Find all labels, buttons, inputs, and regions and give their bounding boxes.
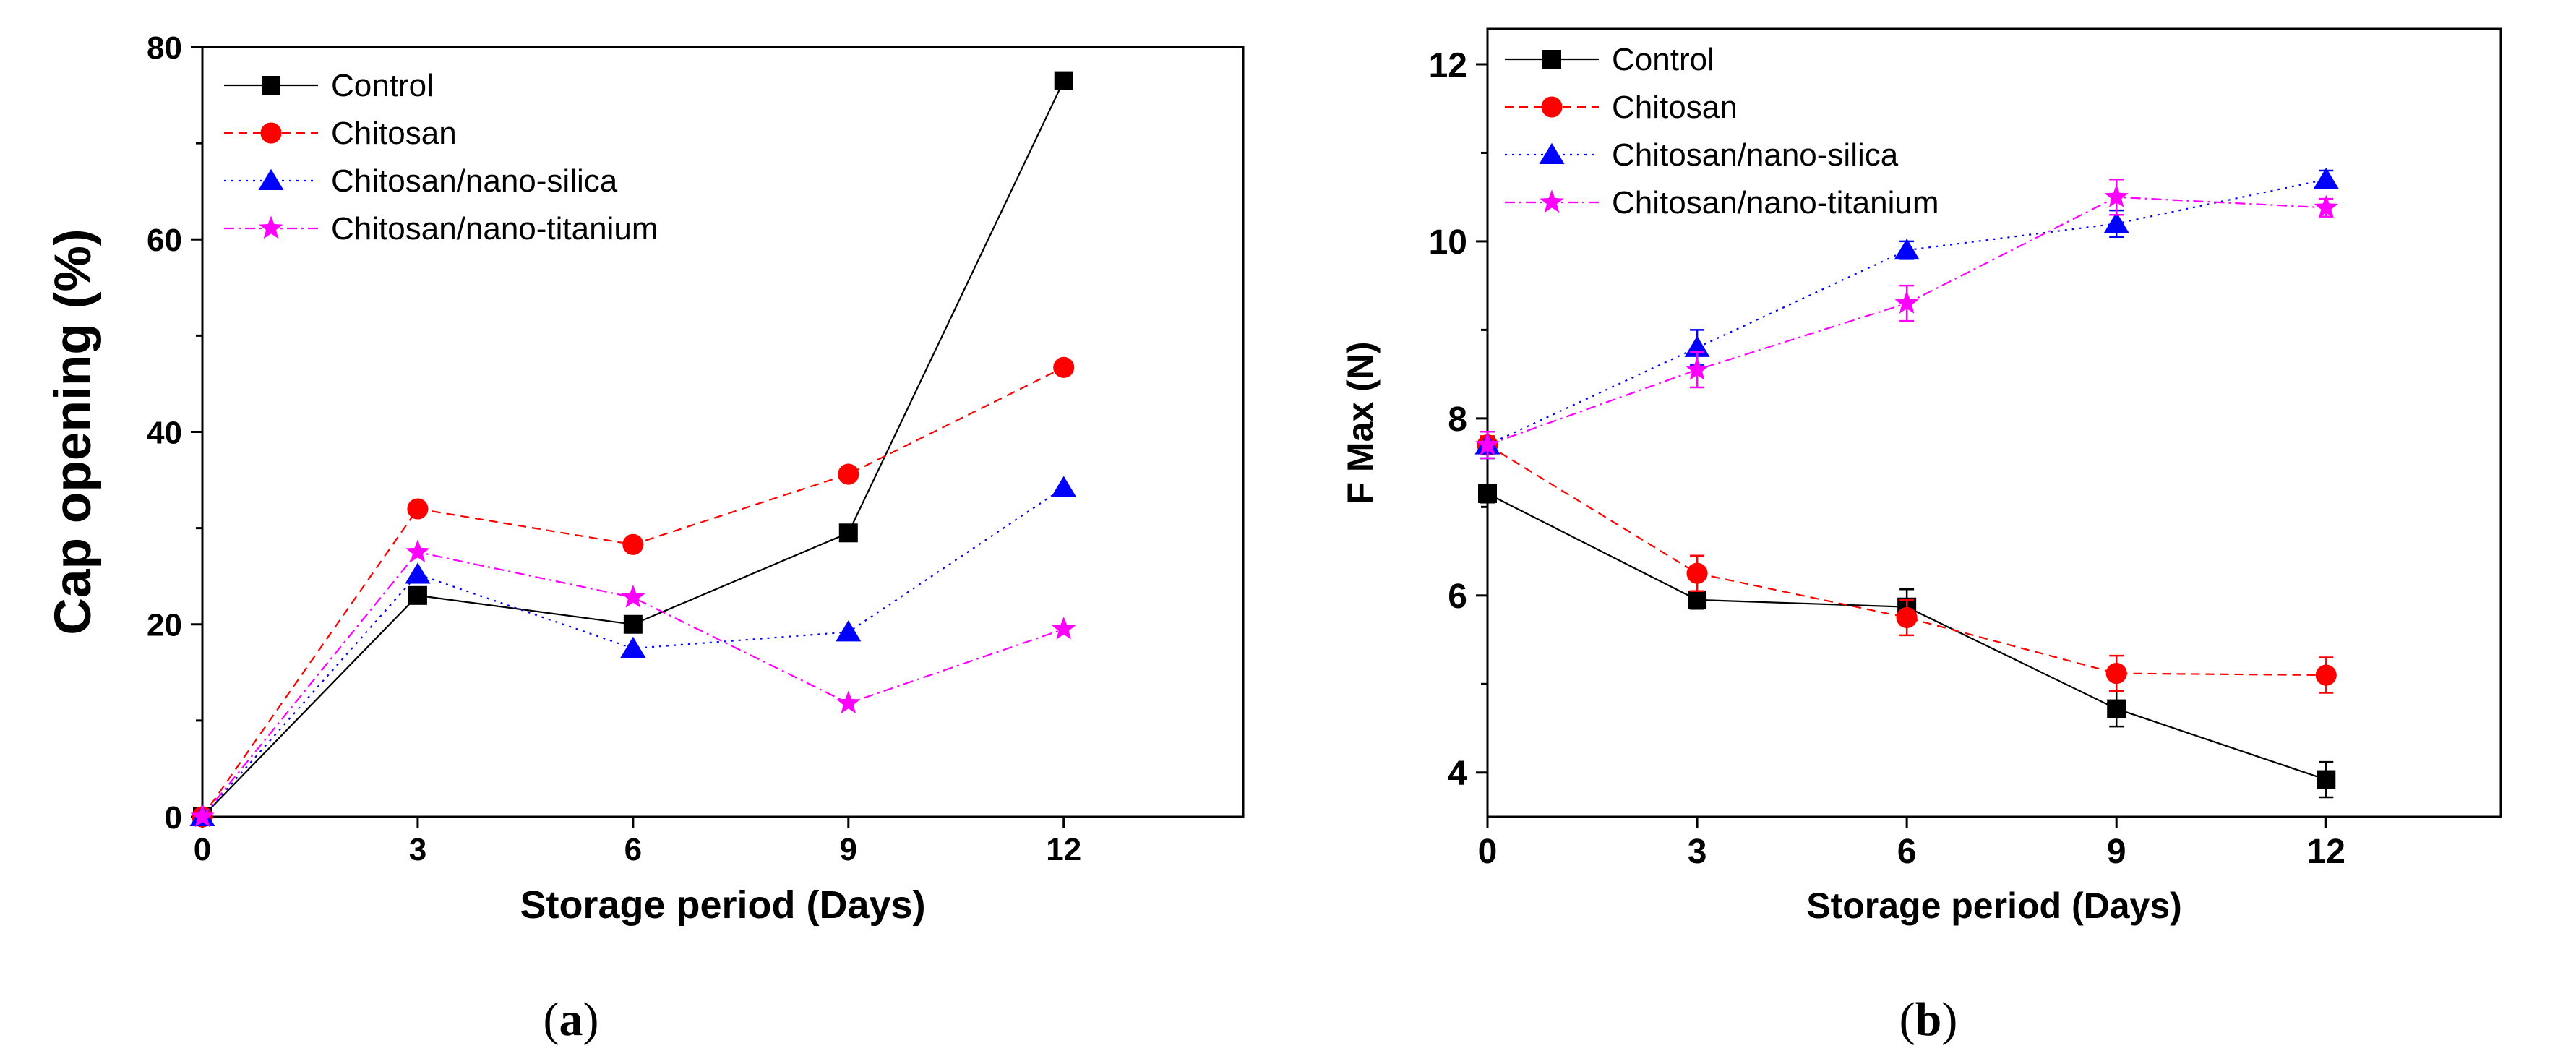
chart1-legend-marker-control: [1542, 50, 1561, 69]
chart1-x-tick-label: 3: [1688, 833, 1707, 871]
chart1-point-chitosan-nano-titanium: [1894, 291, 1919, 314]
chart0-y-tick-label: 20: [147, 608, 182, 643]
chart0-point-chitosan-nano-silica: [1051, 476, 1077, 497]
chart1-plot-frame: [1486, 27, 2502, 818]
chart1-point-chitosan: [2315, 664, 2337, 686]
chart0-point-chitosan-nano-silica: [620, 636, 646, 658]
chart1-point-control: [2107, 699, 2126, 718]
chart1-x-axis-title: Storage period (Days): [1806, 885, 2182, 926]
chart1-point-chitosan-nano-titanium: [1685, 357, 1709, 380]
panel-a-label: (a): [544, 993, 599, 1046]
chart0-point-control: [838, 523, 858, 543]
chart1-x-tick-label: 6: [1897, 833, 1917, 871]
chart1-point-chitosan-nano-silica: [1894, 238, 1920, 260]
chart0-legend-marker-chitosan-nano-titanium: [259, 215, 283, 239]
chart1-x-tick-label: 12: [2307, 833, 2345, 871]
chart1-legend-label-chitosan-nano-titanium: Chitosan/nano-titanium: [1612, 185, 1939, 220]
chart0-x-tick-label: 12: [1046, 832, 1081, 867]
chart0-point-chitosan: [1053, 356, 1075, 378]
chart1-series-line-chitosan-nano-silica: [1487, 179, 2327, 446]
chart1-y-tick-label: 10: [1429, 223, 1467, 262]
chart1-point-chitosan-nano-silica: [2103, 212, 2129, 233]
chart0-point-chitosan-nano-titanium: [621, 584, 645, 608]
chart0-point-chitosan-nano-titanium: [405, 539, 430, 563]
chart1-point-chitosan-nano-silica: [2313, 167, 2339, 189]
chart1-legend-label-chitosan-nano-silica: Chitosan/nano-silica: [1612, 137, 1899, 173]
chart1-legend-marker-chitosan-nano-silica: [1539, 142, 1565, 164]
chart0-point-chitosan: [838, 463, 859, 485]
chart0-y-tick-label: 40: [147, 415, 182, 450]
chart1-x-tick-label: 9: [2107, 833, 2126, 871]
chart0-y-tick-label: 60: [147, 223, 182, 258]
chart1-point-chitosan: [1896, 606, 1918, 628]
chart1-y-tick-label: 4: [1448, 755, 1467, 793]
chart1-legend-marker-chitosan: [1541, 96, 1563, 118]
chart1-legend-marker-chitosan-nano-titanium: [1540, 189, 1564, 213]
chart1-point-chitosan-nano-titanium: [1475, 432, 1500, 455]
chart1-point-control: [1688, 590, 1707, 609]
chart0-x-axis-title: Storage period (Days): [520, 883, 925, 927]
chart0-point-chitosan-nano-titanium: [836, 690, 861, 714]
chart1-legend-label-control: Control: [1612, 42, 1714, 77]
chart0-x-tick-label: 6: [624, 832, 642, 867]
chart1-point-chitosan: [1686, 562, 1708, 584]
chart0-legend-label-chitosan: Chitosan: [331, 116, 457, 151]
chart0-legend-label-chitosan-nano-titanium: Chitosan/nano-titanium: [331, 211, 658, 246]
chart1-y-tick-label: 12: [1429, 46, 1467, 85]
chart1-series-line-control: [1487, 493, 2327, 781]
chart0-x-tick-label: 0: [194, 832, 211, 867]
panel-a-letter: a: [559, 993, 583, 1046]
chart0-legend-marker-control: [262, 76, 280, 95]
chart0-point-chitosan-nano-silica: [405, 562, 431, 584]
chart1-y-axis-title: F Max (N): [1340, 342, 1381, 505]
chart0-point-chitosan: [407, 498, 429, 520]
chart0-point-chitosan-nano-silica: [836, 620, 862, 642]
panel-b-label: (b): [1899, 993, 1958, 1046]
chart1-point-control: [1478, 484, 1497, 503]
chart1-legend-label-chitosan: Chitosan: [1612, 90, 1738, 125]
chart0-legend-label-control: Control: [331, 68, 434, 103]
chart0-y-axis-title: Cap opening (%): [44, 228, 102, 635]
chart1-point-chitosan: [2105, 663, 2127, 685]
chart1-y-tick-label: 8: [1448, 400, 1467, 439]
chart-panel-a: 0 3 6 9 12 0 20 40 60 80 Storage period (Days) Cap …: [44, 30, 1245, 927]
chart-panel-b: 0 3 6 9 12 4 6 8 10 12 Storage period (Days) F Max …: [1340, 27, 2502, 926]
panel-b-letter: b: [1915, 993, 1942, 1046]
chart0-legend-marker-chitosan-nano-silica: [258, 168, 284, 190]
chart1-point-control: [2317, 770, 2336, 789]
chart1-point-chitosan-nano-titanium: [2314, 194, 2338, 218]
chart0-point-chitosan-nano-titanium: [1052, 616, 1076, 640]
chart1-y-tick-label: 6: [1448, 578, 1467, 616]
chart0-y-tick-label: 80: [147, 30, 182, 66]
chart0-legend-label-chitosan-nano-silica: Chitosan/nano-silica: [331, 163, 618, 199]
chart0-legend-marker-chitosan: [260, 122, 282, 144]
chart0-point-control: [1054, 71, 1073, 90]
chart0-x-tick-label: 9: [840, 832, 857, 867]
chart0-point-control: [408, 585, 427, 605]
chart0-series-line-chitosan-nano-silica: [202, 486, 1065, 818]
chart0-plot-frame: [201, 46, 1245, 818]
chart0-y-tick-label: 0: [165, 800, 182, 836]
chart1-x-tick-label: 0: [1478, 833, 1498, 871]
chart0-point-control: [623, 614, 643, 634]
chart0-point-chitosan-nano-titanium: [190, 804, 215, 828]
chart1-series-line-chitosan: [1487, 444, 2327, 677]
chart1-point-chitosan-nano-titanium: [2104, 184, 2129, 207]
chart0-x-tick-label: 3: [409, 832, 426, 867]
chart0-point-chitosan: [622, 533, 644, 555]
